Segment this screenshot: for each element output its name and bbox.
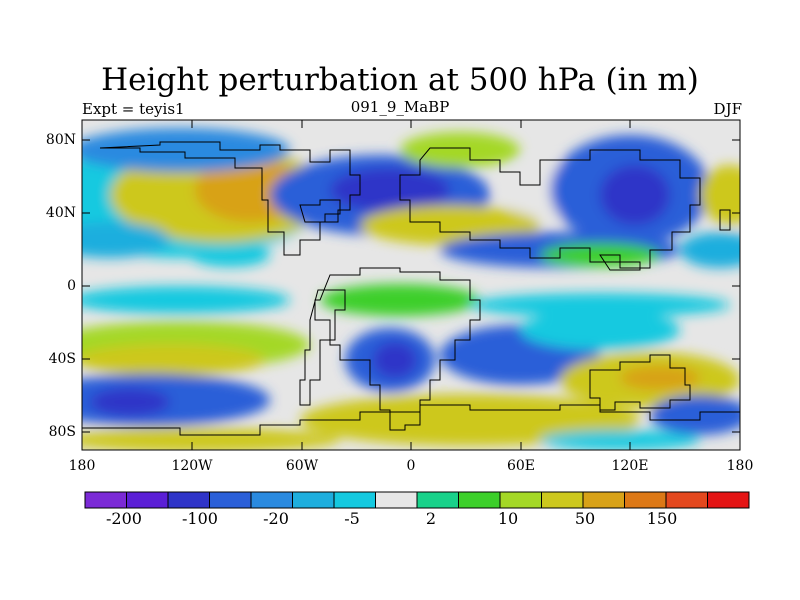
experiment-label: Expt = teyis1: [82, 100, 185, 118]
colorbar-swatch: [333, 491, 376, 509]
period-label: 091_9_MaBP: [350, 98, 450, 116]
season-label: DJF: [713, 100, 742, 118]
x-tick-label-180w: 180: [68, 458, 96, 474]
figure-title: Height perturbation at 500 hPa (in m): [101, 62, 699, 98]
colorbar-swatch: [665, 491, 708, 509]
colorbar-swatch: [707, 491, 750, 509]
colorbar-label-minus100: -100: [182, 509, 218, 528]
y-tick-label-40n: 40N: [45, 205, 76, 221]
continent-outlines: [82, 141, 740, 436]
x-tick-marks: [191, 120, 631, 450]
y-tick-label-40s: 40S: [48, 351, 76, 367]
colorbar-swatch: [250, 491, 293, 509]
x-tick-label-120e: 120E: [611, 458, 649, 474]
colorbar-swatch: [292, 491, 335, 509]
colorbar-label-150: 150: [646, 509, 678, 528]
colorbar-swatch: [624, 491, 667, 509]
y-tick-label-80s: 80S: [48, 424, 76, 440]
colorbar-swatch: [84, 491, 127, 509]
x-tick-label-0: 0: [406, 458, 416, 474]
colorbar-swatch: [458, 491, 501, 509]
colorbar-label-minus5: -5: [344, 509, 360, 528]
x-tick-label-120w: 120W: [171, 458, 213, 474]
colorbar-label-50: 50: [574, 509, 596, 528]
colorbar-swatch: [416, 491, 459, 509]
colorbar-label-minus200: -200: [106, 509, 142, 528]
y-tick-label-80n: 80N: [45, 132, 76, 148]
colorbar-swatch: [499, 491, 542, 509]
colorbar-label-10: 10: [497, 509, 519, 528]
colorbar-label-minus20: -20: [263, 509, 289, 528]
x-tick-label-60e: 60E: [506, 458, 536, 474]
colorbar-swatch: [582, 491, 625, 509]
colorbar-swatch: [209, 491, 252, 509]
height-perturbation-field: [82, 120, 740, 450]
colorbar-swatch: [126, 491, 169, 509]
y-tick-label-eq: 0: [67, 278, 76, 294]
colorbar-swatch: [375, 491, 418, 509]
colorbar: [84, 491, 750, 509]
colorbar-swatch: [167, 491, 210, 509]
y-tick-marks: [82, 139, 740, 433]
colorbar-swatch: [541, 491, 584, 509]
colorbar-label-2: 2: [425, 509, 437, 528]
x-tick-label-180e: 180: [726, 458, 754, 474]
x-tick-label-60w: 60W: [285, 458, 319, 474]
